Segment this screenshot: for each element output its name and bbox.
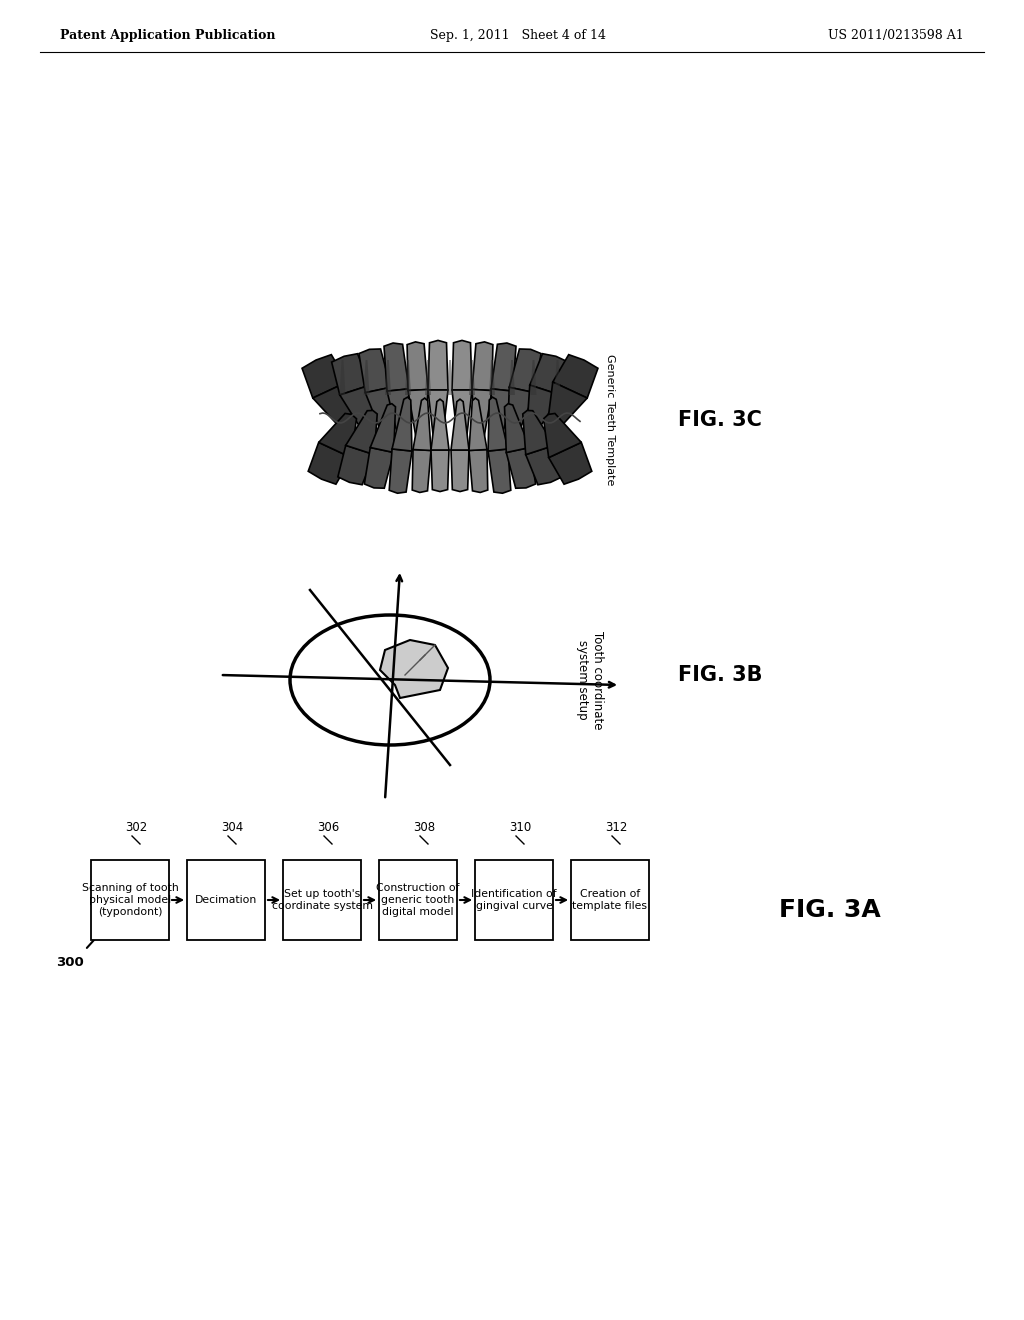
Polygon shape <box>380 640 449 698</box>
Polygon shape <box>366 387 392 440</box>
Text: FIG. 3C: FIG. 3C <box>678 411 762 430</box>
Polygon shape <box>425 360 431 395</box>
Text: Construction of
generic tooth
digital model: Construction of generic tooth digital mo… <box>376 883 460 917</box>
Polygon shape <box>505 404 529 453</box>
FancyBboxPatch shape <box>283 861 361 940</box>
Polygon shape <box>452 389 472 450</box>
Polygon shape <box>371 404 395 453</box>
Polygon shape <box>527 385 560 432</box>
Polygon shape <box>472 342 493 391</box>
Polygon shape <box>365 447 394 488</box>
Polygon shape <box>509 348 541 393</box>
Polygon shape <box>318 413 356 458</box>
Polygon shape <box>469 450 487 492</box>
Polygon shape <box>408 342 428 391</box>
Polygon shape <box>549 442 592 484</box>
Polygon shape <box>492 343 516 391</box>
Polygon shape <box>548 381 587 428</box>
Polygon shape <box>469 360 475 395</box>
Text: Patent Application Publication: Patent Application Publication <box>60 29 275 41</box>
Polygon shape <box>428 341 449 389</box>
Polygon shape <box>359 348 391 393</box>
FancyBboxPatch shape <box>475 861 553 940</box>
Polygon shape <box>406 360 411 395</box>
Polygon shape <box>530 360 537 395</box>
Polygon shape <box>308 442 351 484</box>
Polygon shape <box>469 399 487 450</box>
Text: Set up tooth's
coordinate system: Set up tooth's coordinate system <box>271 888 373 911</box>
Text: Scanning of tooth
physical model
(typondont): Scanning of tooth physical model (typond… <box>82 883 178 917</box>
Polygon shape <box>431 399 449 450</box>
FancyBboxPatch shape <box>91 861 169 940</box>
Polygon shape <box>488 397 508 451</box>
Polygon shape <box>452 341 472 389</box>
Polygon shape <box>312 381 352 428</box>
Polygon shape <box>385 360 391 395</box>
Polygon shape <box>508 387 535 440</box>
Polygon shape <box>408 389 428 449</box>
Polygon shape <box>451 399 469 450</box>
Text: 306: 306 <box>316 821 339 834</box>
Text: Generic Teeth Template: Generic Teeth Template <box>605 354 615 486</box>
Polygon shape <box>447 360 453 395</box>
Polygon shape <box>523 411 554 454</box>
Polygon shape <box>389 449 412 494</box>
Text: Creation of
template files: Creation of template files <box>572 888 647 911</box>
Polygon shape <box>302 355 347 399</box>
Text: Sep. 1, 2011   Sheet 4 of 14: Sep. 1, 2011 Sheet 4 of 14 <box>430 29 606 41</box>
Text: 310: 310 <box>509 821 531 834</box>
Text: Decimation: Decimation <box>195 895 257 906</box>
Text: 302: 302 <box>125 821 147 834</box>
Polygon shape <box>346 411 377 454</box>
Polygon shape <box>525 445 562 484</box>
Polygon shape <box>553 355 598 399</box>
Polygon shape <box>451 450 469 491</box>
Polygon shape <box>529 354 568 395</box>
FancyBboxPatch shape <box>571 861 649 940</box>
Polygon shape <box>340 385 373 432</box>
Polygon shape <box>384 343 409 391</box>
Text: US 2011/0213598 A1: US 2011/0213598 A1 <box>828 29 964 41</box>
Polygon shape <box>472 389 492 449</box>
Polygon shape <box>332 354 371 395</box>
Polygon shape <box>489 360 495 395</box>
Polygon shape <box>492 389 513 447</box>
Text: 312: 312 <box>605 821 627 834</box>
Polygon shape <box>338 445 374 484</box>
Polygon shape <box>387 389 409 447</box>
FancyBboxPatch shape <box>187 861 265 940</box>
FancyBboxPatch shape <box>379 861 457 940</box>
Polygon shape <box>428 389 449 450</box>
Polygon shape <box>340 360 345 395</box>
Polygon shape <box>413 450 431 492</box>
Text: 304: 304 <box>221 821 243 834</box>
Text: Identification of
gingival curve: Identification of gingival curve <box>471 888 557 911</box>
Polygon shape <box>488 449 511 494</box>
Polygon shape <box>544 413 582 458</box>
Polygon shape <box>555 360 560 395</box>
Text: FIG. 3A: FIG. 3A <box>779 898 881 921</box>
Text: FIG. 3B: FIG. 3B <box>678 665 762 685</box>
Polygon shape <box>431 450 449 491</box>
Polygon shape <box>506 447 536 488</box>
Polygon shape <box>509 360 515 395</box>
Polygon shape <box>392 397 412 451</box>
Text: 308: 308 <box>413 821 435 834</box>
Text: Tooth coordinate
system setup: Tooth coordinate system setup <box>575 631 604 729</box>
Polygon shape <box>364 360 370 395</box>
Text: 300: 300 <box>56 956 84 969</box>
Polygon shape <box>413 399 431 450</box>
